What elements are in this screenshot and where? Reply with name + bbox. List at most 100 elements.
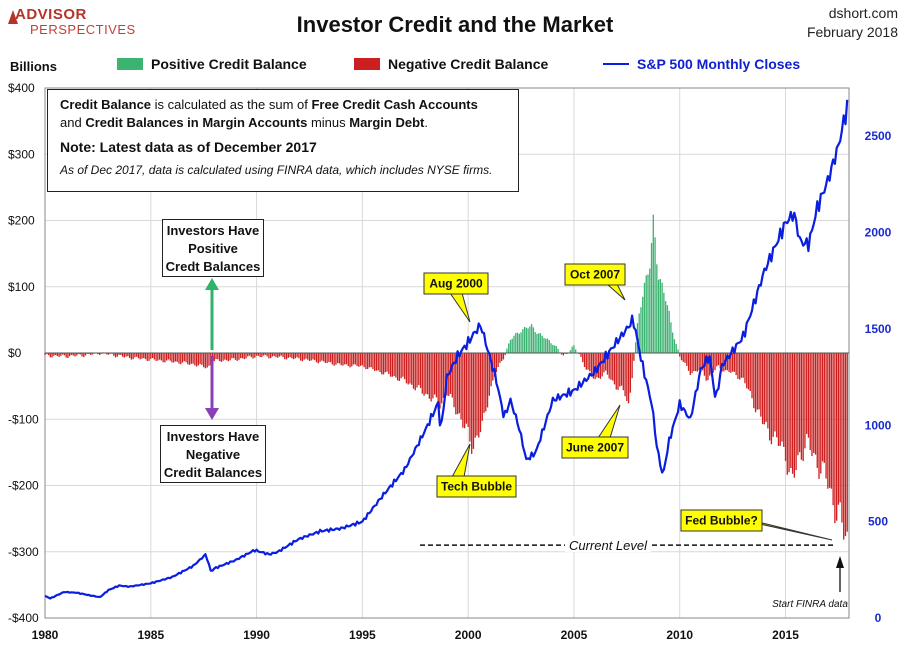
- bar-negative: [201, 353, 203, 365]
- callout-tech-bubble-label: Tech Bubble: [441, 480, 512, 494]
- bar-negative: [225, 353, 228, 361]
- bar-negative: [157, 353, 159, 361]
- bar-negative: [164, 353, 166, 363]
- bar-negative: [195, 353, 198, 367]
- x-axis-tick-label: 1995: [349, 628, 376, 642]
- bar-negative: [69, 353, 71, 357]
- bar-negative: [169, 353, 171, 361]
- bar-negative: [97, 353, 99, 355]
- x-axis-tick-label: 2005: [561, 628, 588, 642]
- bar-negative: [292, 353, 295, 360]
- bar-negative: [319, 353, 321, 362]
- bar-negative: [287, 353, 289, 358]
- bar-positive: [642, 296, 644, 353]
- bar-positive: [543, 338, 545, 353]
- bar-negative: [781, 353, 783, 442]
- x-axis-tick-label: 1980: [32, 628, 59, 642]
- bar-negative: [608, 353, 610, 379]
- bar-negative: [322, 353, 325, 362]
- bar-negative: [777, 353, 780, 446]
- bar-negative: [432, 353, 434, 399]
- bar-positive: [555, 346, 557, 353]
- bar-negative: [238, 353, 240, 360]
- bar-negative: [284, 353, 286, 360]
- bar-negative: [469, 353, 471, 442]
- bar-positive: [508, 343, 510, 353]
- bar-negative: [456, 353, 459, 415]
- bar-negative: [753, 353, 755, 409]
- bar-negative: [278, 353, 281, 357]
- bar-negative: [712, 353, 714, 373]
- legend-sp500: S&P 500 Monthly Closes: [603, 56, 800, 72]
- bar-negative: [402, 353, 404, 377]
- callout-june2007-seam: [563, 446, 627, 449]
- bar-positive: [548, 340, 550, 353]
- bar-negative: [615, 353, 617, 390]
- bar-negative: [701, 353, 704, 371]
- bar-negative: [113, 353, 115, 356]
- bar-positive: [652, 214, 654, 353]
- bar-negative: [229, 353, 231, 361]
- bar-negative: [248, 353, 251, 356]
- info-text-1: is calculated as the sum of: [151, 97, 312, 112]
- bar-negative: [137, 353, 140, 359]
- bar-negative: [583, 353, 586, 368]
- info-text-3: minus: [307, 115, 350, 130]
- bar-negative: [194, 353, 196, 366]
- bar-negative: [106, 353, 108, 355]
- bar-negative: [605, 353, 607, 371]
- source-line2: February 2018: [806, 24, 898, 40]
- bar-negative: [270, 353, 272, 359]
- bar-negative: [220, 353, 222, 362]
- bar-negative: [299, 353, 302, 361]
- bar-negative: [91, 353, 94, 355]
- logo-main: ADVISOR: [15, 6, 87, 23]
- bar-negative: [814, 353, 817, 455]
- bar-positive: [541, 335, 543, 353]
- bar-negative: [222, 353, 224, 361]
- bar-positive: [532, 327, 535, 353]
- callout-fed-bubble-seam: [682, 519, 761, 522]
- bar-positive: [647, 274, 649, 353]
- positive-balance-box: Investors Have Positive Credt Balances: [162, 219, 264, 277]
- bar-negative: [285, 353, 288, 360]
- bar-negative: [116, 353, 118, 357]
- left-axis-tick-label: $300: [8, 147, 35, 161]
- bar-negative: [405, 353, 408, 384]
- left-axis-tick-label: -$100: [8, 412, 39, 426]
- bar-positive: [659, 279, 662, 353]
- bar-positive: [527, 328, 529, 353]
- bar-negative: [841, 353, 843, 523]
- bar-negative: [839, 353, 841, 503]
- bar-negative: [756, 353, 758, 410]
- bar-negative: [463, 353, 466, 429]
- bar-negative: [227, 353, 230, 362]
- bar-negative: [423, 353, 425, 396]
- bar-negative: [442, 353, 445, 398]
- bar-negative: [206, 353, 208, 368]
- bar-negative: [807, 353, 810, 438]
- info-italic-note: As of Dec 2017, data is calculated using…: [60, 163, 493, 177]
- bar-negative: [349, 353, 351, 368]
- bar-negative: [234, 353, 237, 360]
- bar-negative: [820, 353, 822, 474]
- bar-negative: [134, 353, 136, 358]
- negative-box-line1: Investors Have: [166, 429, 260, 444]
- bar-negative: [160, 353, 163, 361]
- bar-negative: [305, 353, 307, 359]
- bar-negative: [428, 353, 431, 399]
- callout-june2007-label: June 2007: [566, 441, 624, 455]
- finra-arrow-head-icon: [836, 556, 844, 568]
- bar-negative: [67, 353, 69, 358]
- bar-positive: [677, 349, 679, 353]
- bar-negative: [585, 353, 587, 370]
- bar-negative: [823, 353, 825, 463]
- bar-negative: [155, 353, 157, 361]
- bar-negative: [804, 353, 806, 449]
- bar-negative: [717, 353, 720, 366]
- bar-negative: [698, 353, 700, 371]
- bar-negative: [733, 353, 736, 372]
- bar-negative: [476, 353, 478, 436]
- bar-negative: [680, 353, 683, 361]
- bar-negative: [326, 353, 328, 364]
